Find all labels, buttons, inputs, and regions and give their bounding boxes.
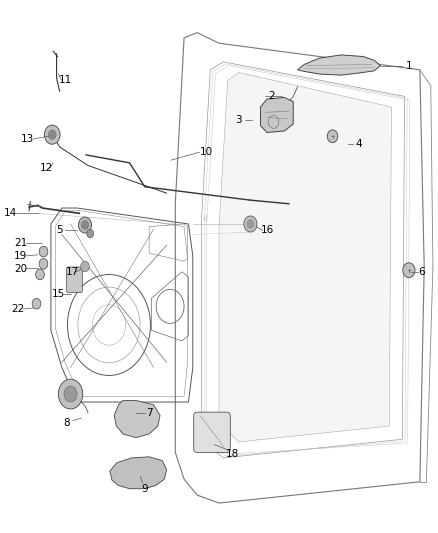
Text: 15: 15 bbox=[52, 289, 65, 299]
Text: 22: 22 bbox=[11, 304, 25, 314]
Circle shape bbox=[48, 130, 56, 140]
Circle shape bbox=[64, 386, 77, 402]
Text: 19: 19 bbox=[14, 251, 28, 261]
Text: 1: 1 bbox=[406, 61, 412, 71]
Circle shape bbox=[44, 125, 60, 144]
Circle shape bbox=[403, 263, 415, 278]
FancyBboxPatch shape bbox=[67, 267, 82, 293]
Text: 6: 6 bbox=[419, 267, 425, 277]
Text: 4: 4 bbox=[355, 139, 362, 149]
Circle shape bbox=[327, 130, 338, 143]
Circle shape bbox=[39, 259, 48, 269]
Text: 13: 13 bbox=[21, 134, 35, 144]
Text: 21: 21 bbox=[14, 238, 28, 247]
Text: 10: 10 bbox=[199, 147, 212, 157]
Polygon shape bbox=[114, 400, 160, 438]
Text: 12: 12 bbox=[40, 163, 53, 173]
Polygon shape bbox=[110, 457, 166, 489]
Circle shape bbox=[81, 261, 89, 272]
Circle shape bbox=[78, 217, 92, 233]
Polygon shape bbox=[297, 55, 381, 75]
Text: 11: 11 bbox=[59, 76, 72, 85]
Circle shape bbox=[87, 229, 94, 238]
Circle shape bbox=[32, 298, 41, 309]
Text: 9: 9 bbox=[141, 484, 148, 494]
Text: 2: 2 bbox=[268, 91, 275, 101]
Circle shape bbox=[58, 379, 83, 409]
Text: 5: 5 bbox=[57, 225, 63, 236]
Text: 7: 7 bbox=[146, 408, 152, 418]
Polygon shape bbox=[261, 98, 293, 133]
Text: 17: 17 bbox=[66, 267, 79, 277]
Text: 8: 8 bbox=[63, 418, 70, 429]
Circle shape bbox=[247, 220, 254, 228]
Circle shape bbox=[39, 246, 48, 257]
Text: 14: 14 bbox=[4, 208, 17, 219]
Text: 18: 18 bbox=[226, 449, 239, 458]
Polygon shape bbox=[219, 72, 392, 442]
Circle shape bbox=[81, 221, 88, 229]
Text: 20: 20 bbox=[14, 264, 27, 274]
Text: 16: 16 bbox=[261, 225, 274, 236]
Circle shape bbox=[244, 216, 257, 232]
Circle shape bbox=[35, 269, 44, 280]
FancyBboxPatch shape bbox=[194, 412, 230, 453]
Text: 3: 3 bbox=[235, 115, 242, 125]
